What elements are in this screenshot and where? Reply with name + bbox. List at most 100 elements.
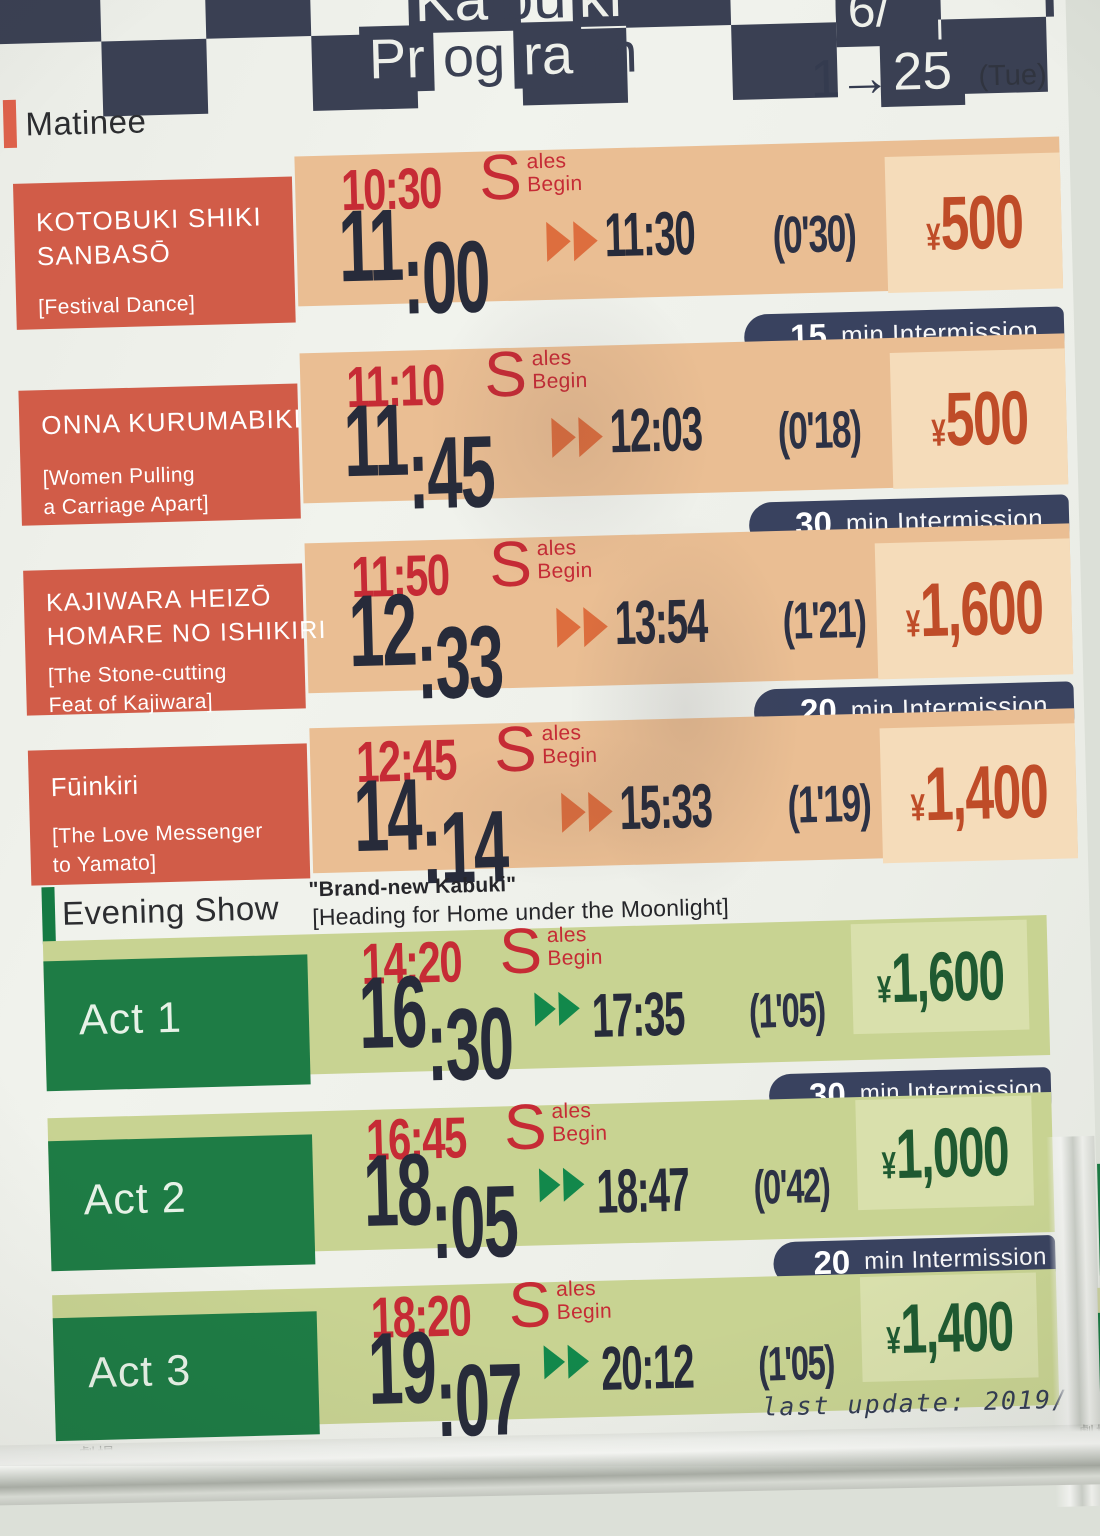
show-title-card: KOTOBUKI SHIKI SANBASŌ [Festival Dance]: [12, 176, 296, 330]
sales-ales: ales: [536, 536, 577, 561]
date-to-text: 25: [892, 41, 953, 102]
sales-begin-label: ales Begin: [531, 346, 587, 393]
price-box: ¥500: [884, 152, 1064, 293]
price: 500: [938, 178, 1024, 267]
sales-begin-label: ales Begin: [526, 149, 582, 196]
evening-heading: Evening Show: [61, 889, 280, 932]
start-minute: :00: [401, 219, 491, 336]
price-box: ¥1,400: [879, 723, 1079, 864]
double-arrow-icon: [538, 1167, 585, 1203]
duration: (1'05): [748, 983, 826, 1039]
double-arrow-icon: [546, 220, 599, 262]
price-box: ¥1,000: [855, 1095, 1035, 1211]
sales-begin-word: Begin: [526, 171, 583, 197]
show-subtitle: to Yamato]: [52, 851, 157, 878]
sales-ales: ales: [531, 346, 572, 371]
end-time: 18:47: [595, 1155, 690, 1227]
program-segment: ra: [513, 20, 583, 89]
price: 1,400: [899, 1286, 1014, 1368]
arrow-triangle: [556, 607, 582, 648]
start-time: 11:45: [342, 383, 586, 531]
price: 1,600: [918, 564, 1044, 653]
start-hour: 11: [337, 187, 404, 304]
start-time: 11:00: [337, 188, 581, 336]
end-time: 11:30: [603, 199, 696, 271]
end-time: 17:35: [591, 979, 685, 1051]
end-time: 15:33: [618, 771, 713, 844]
sales-ales: ales: [541, 721, 582, 746]
price: 1,400: [923, 749, 1049, 838]
show-title-card: Act 3: [52, 1311, 320, 1442]
double-arrow-icon: [534, 991, 581, 1027]
start-hour: 18: [361, 1132, 432, 1249]
act-title: Act 1: [78, 993, 183, 1045]
arrow-triangle: [588, 791, 614, 833]
sales-ales: ales: [555, 1276, 597, 1302]
show-title-card: Act 2: [48, 1134, 316, 1272]
arrow-triangle: [578, 416, 604, 458]
program-segment: og: [441, 23, 506, 89]
start-minute: :45: [406, 414, 496, 531]
act-title: Act 2: [83, 1173, 188, 1225]
arrow-triangle: [546, 221, 572, 262]
price-box: ¥1,600: [850, 919, 1030, 1035]
price: 500: [943, 374, 1029, 463]
matinee-heading-bar: [2, 99, 18, 149]
price: 1,000: [894, 1112, 1010, 1194]
price-box: ¥1,400: [859, 1272, 1039, 1383]
double-arrow-icon: [556, 606, 609, 648]
start-minute: :30: [424, 986, 514, 1103]
price: 1,600: [890, 936, 1005, 1018]
sales-begin-label: ales Begin: [541, 721, 597, 768]
start-hour: 12: [347, 572, 417, 689]
program-segment: Pr: [359, 24, 435, 93]
arrow-triangle: [551, 417, 577, 458]
sales-ales: ales: [551, 1099, 592, 1124]
weekday-label: (Tue): [978, 58, 1048, 93]
double-arrow-icon: [561, 791, 614, 833]
end-time: 20:12: [600, 1332, 695, 1404]
duration: (0'30): [771, 204, 857, 265]
arrow-triangle: [558, 991, 581, 1026]
currency-symbol: ¥: [905, 602, 921, 646]
end-time: 13:54: [613, 586, 708, 659]
double-arrow-icon: [551, 416, 604, 458]
program-title: Pr og ra m: [359, 19, 647, 93]
sales-ales: ales: [526, 149, 567, 174]
arrow-triangle: [543, 1344, 566, 1380]
currency-symbol: ¥: [876, 969, 892, 1012]
start-hour: 14: [352, 757, 422, 874]
arrow-triangle: [567, 1344, 590, 1379]
show-title: HOMARE NO ISHIKIRI: [46, 615, 328, 652]
arrow-triangle: [534, 991, 557, 1027]
arrow-triangle: [538, 1167, 561, 1203]
arrow-triangle: [583, 606, 609, 648]
double-arrow-icon: [543, 1344, 590, 1380]
currency-symbol: ¥: [910, 787, 926, 830]
price-box: ¥1,600: [874, 538, 1074, 680]
arrow-triangle: [573, 220, 599, 262]
sales-ales: ales: [546, 923, 587, 948]
currency-symbol: ¥: [925, 216, 941, 259]
show-subtitle: a Carriage Apart]: [43, 491, 210, 520]
show-title-card: ONNA KURUMABIKI [Women Pulling a Carriag…: [18, 383, 303, 526]
arrow-triangle: [561, 792, 587, 833]
start-minute: :33: [414, 604, 504, 721]
arrow-triangle: [562, 1167, 585, 1202]
show-title-card: KAJIWARA HEIZŌ HOMARE NO ISHIKIRI [The S…: [23, 563, 328, 717]
date-to: 25: [879, 38, 966, 108]
show-title: ONNA KURUMABIKI: [40, 403, 303, 441]
show-title-card: Act 1: [43, 954, 311, 1092]
start-hour: 11: [342, 382, 409, 499]
price-box: ¥500: [889, 348, 1069, 489]
show-title: Fūinkiri: [50, 769, 139, 803]
start-hour: 19: [366, 1310, 437, 1426]
show-title: KOTOBUKI SHIKI: [35, 201, 263, 238]
duration: (0'42): [752, 1159, 831, 1215]
duration: (1'05): [757, 1336, 835, 1392]
currency-symbol: ¥: [881, 1145, 897, 1188]
matinee-heading: Matinee: [24, 102, 147, 143]
duration: (0'18): [776, 400, 862, 461]
month-text: 6/: [846, 0, 891, 38]
date-from: 1→: [809, 47, 890, 109]
